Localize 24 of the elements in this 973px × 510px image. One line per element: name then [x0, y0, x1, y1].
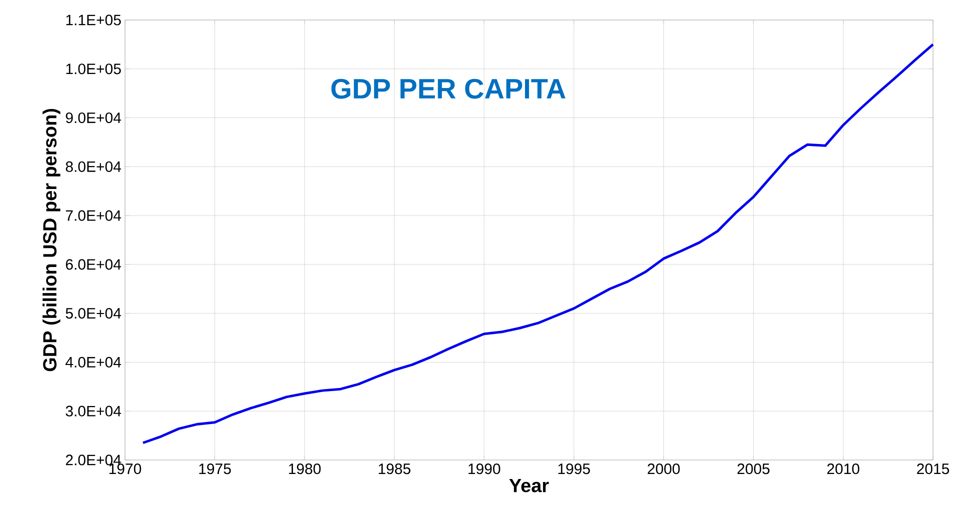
x-axis-title: Year — [509, 479, 549, 492]
x-tick-label: 2000 — [648, 464, 680, 474]
x-tick-label: 2015 — [917, 464, 950, 474]
x-tick-label: 1995 — [558, 464, 590, 474]
x-tick-label: 2005 — [738, 464, 770, 474]
y-tick-label: 1.0E+05 — [66, 64, 121, 74]
x-tick-label: 1980 — [289, 464, 321, 474]
y-tick-label: 2.0E+04 — [66, 454, 122, 466]
y-tick-label: 4.0E+04 — [66, 356, 122, 368]
line-series — [142, 43, 934, 444]
y-tick-label: 5.0E+04 — [66, 308, 122, 319]
y-tick-label: 1.1E+05 — [66, 14, 121, 26]
text: GDP PER CAPITA — [331, 78, 566, 99]
x-tick-label: 2010 — [827, 464, 860, 474]
x-tick-label: 1970 — [109, 464, 142, 474]
x-tick-label: 1985 — [378, 464, 410, 474]
y-tick-label: 7.0E+04 — [66, 210, 122, 221]
x-tick-label: 1975 — [199, 464, 231, 474]
y-tick-label: 6.0E+04 — [66, 259, 122, 270]
y-tick-label: 9.0E+04 — [66, 112, 122, 124]
y-tick-label: 8.0E+04 — [66, 161, 122, 172]
x-tick-label: 1990 — [468, 464, 500, 474]
y-axis-title: GDP (billion USD per person) — [42, 108, 60, 372]
y-tick-label: 3.0E+04 — [66, 406, 122, 416]
